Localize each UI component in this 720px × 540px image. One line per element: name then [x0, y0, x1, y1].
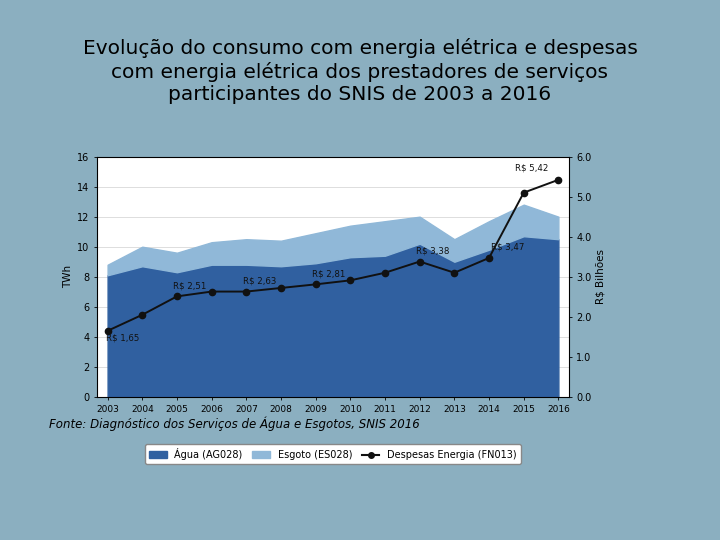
Text: R$ 2,63: R$ 2,63 [243, 276, 276, 286]
Text: R$ 2,81: R$ 2,81 [312, 269, 346, 278]
Text: Evolução do consumo com energia elétrica e despesas
com energia elétrica dos pre: Evolução do consumo com energia elétrica… [83, 38, 637, 104]
Text: Fonte: Diagnóstico dos Serviços de Água e Esgotos, SNIS 2016: Fonte: Diagnóstico dos Serviços de Água … [49, 417, 420, 431]
Text: R$ 5,42: R$ 5,42 [515, 164, 548, 173]
Legend: Água (AG028), Esgoto (ES028), Despesas Energia (FN013): Água (AG028), Esgoto (ES028), Despesas E… [145, 444, 521, 464]
Y-axis label: TWh: TWh [63, 265, 73, 288]
Text: R$ 3,47: R$ 3,47 [491, 243, 524, 252]
Y-axis label: R$ Bilhões: R$ Bilhões [596, 249, 606, 304]
Text: R$ 2,51: R$ 2,51 [174, 281, 207, 291]
Text: R$ 1,65: R$ 1,65 [106, 334, 139, 343]
Text: R$ 3,38: R$ 3,38 [416, 247, 449, 255]
